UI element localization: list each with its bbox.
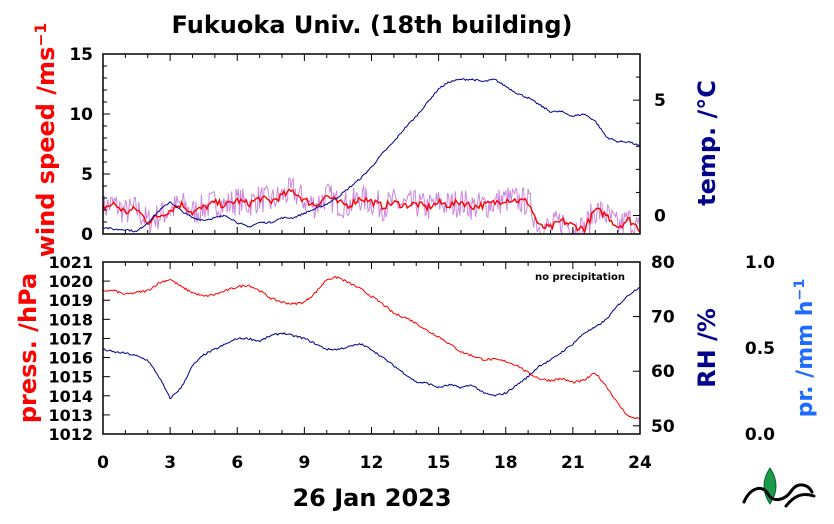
precip-tick-label: 0.5: [745, 339, 775, 359]
precip-axis-label: pr. /mm h−1: [792, 279, 818, 418]
x-tick-label: 0: [97, 453, 109, 473]
rh-tick-label: 70: [651, 308, 675, 328]
x-tick-label: 3: [164, 453, 176, 473]
wind-speed-raw-line: [103, 177, 640, 234]
pressure-line: [103, 276, 640, 420]
ies-leaf-logo: [742, 467, 816, 508]
temp-axis-label: temp. /°C: [693, 80, 721, 206]
pressure-tick-label: 1017: [48, 329, 93, 348]
rh-tick-label: 50: [651, 417, 675, 437]
x-tick-label: 12: [360, 453, 384, 473]
humidity-line: [103, 286, 640, 400]
pressure-tick-label: 1013: [48, 406, 93, 425]
x-tick-label: 18: [494, 453, 518, 473]
wind-speed-line: [103, 188, 640, 234]
precip-annotation: no precipitation: [535, 272, 625, 283]
pressure-tick-label: 1019: [48, 291, 93, 310]
x-tick-label: 21: [561, 453, 585, 473]
rh-tick-label: 80: [651, 253, 675, 273]
precip-tick-label: 0.0: [745, 425, 775, 445]
pressure-tick-label: 1014: [48, 387, 93, 406]
wind-tick-label: 5: [81, 165, 93, 185]
temp-tick-label: 0: [654, 207, 666, 227]
temperature-line: [103, 78, 640, 233]
chart-title: Fukuoka Univ. (18th building): [172, 11, 573, 39]
rh-axis-label: RH /%: [693, 308, 721, 388]
pressure-tick-label: 1021: [48, 253, 93, 272]
pressure-axis-label: press. /hPa: [14, 273, 42, 423]
wind-tick-label: 15: [69, 45, 93, 65]
x-tick-label: 6: [231, 453, 243, 473]
precip-tick-label: 1.0: [745, 253, 775, 273]
x-tick-label: 24: [628, 453, 652, 473]
rh-tick-label: 60: [651, 362, 675, 382]
pressure-tick-label: 1012: [48, 425, 93, 444]
wind-tick-label: 10: [69, 105, 93, 125]
pressure-tick-label: 1015: [48, 368, 93, 387]
pressure-tick-label: 1016: [48, 349, 93, 368]
pressure-tick-label: 1020: [48, 272, 93, 291]
pressure-tick-label: 1018: [48, 310, 93, 329]
wind-axis-label: wind speed /ms−1: [32, 23, 60, 258]
date-label: 26 Jan 2023: [292, 484, 451, 512]
x-tick-label: 9: [298, 453, 310, 473]
x-tick-label: 15: [427, 453, 451, 473]
temp-tick-label: 5: [654, 91, 666, 111]
wind-tick-label: 0: [81, 225, 93, 245]
